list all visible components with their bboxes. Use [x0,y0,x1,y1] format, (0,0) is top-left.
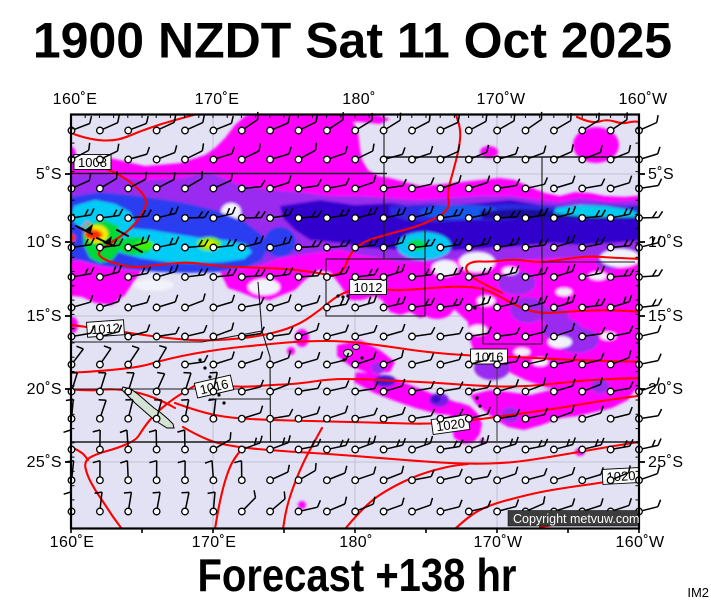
svg-text:Forecast +138 hr: Forecast +138 hr [198,549,517,600]
svg-text:5˚S: 5˚S [648,166,674,183]
svg-text:160˚E: 160˚E [53,91,98,108]
svg-text:160˚W: 160˚W [618,91,668,108]
svg-text:10˚S: 10˚S [27,234,62,251]
svg-text:170˚W: 170˚W [473,534,523,551]
svg-text:5˚S: 5˚S [36,166,62,183]
svg-text:1900 NZDT Sat 11 Oct 2025: 1900 NZDT Sat 11 Oct 2025 [33,13,672,69]
svg-text:25˚S: 25˚S [27,454,62,471]
svg-text:20˚S: 20˚S [27,381,62,398]
svg-text:15˚S: 15˚S [648,308,683,325]
svg-text:25˚S: 25˚S [648,454,683,471]
svg-text:20˚S: 20˚S [648,381,683,398]
svg-text:170˚E: 170˚E [195,91,240,108]
svg-text:160˚W: 160˚W [615,534,665,551]
svg-text:15˚S: 15˚S [27,308,62,325]
svg-text:180˚: 180˚ [342,91,376,108]
svg-text:Copyright metvuw.com: Copyright metvuw.com [513,512,639,526]
svg-text:IM2: IM2 [687,585,709,600]
svg-text:170˚W: 170˚W [476,91,526,108]
svg-text:1012: 1012 [354,280,383,295]
svg-text:10˚S: 10˚S [648,234,683,251]
svg-text:170˚E: 170˚E [192,534,237,551]
svg-text:160˚E: 160˚E [50,534,95,551]
svg-text:180˚: 180˚ [339,534,373,551]
